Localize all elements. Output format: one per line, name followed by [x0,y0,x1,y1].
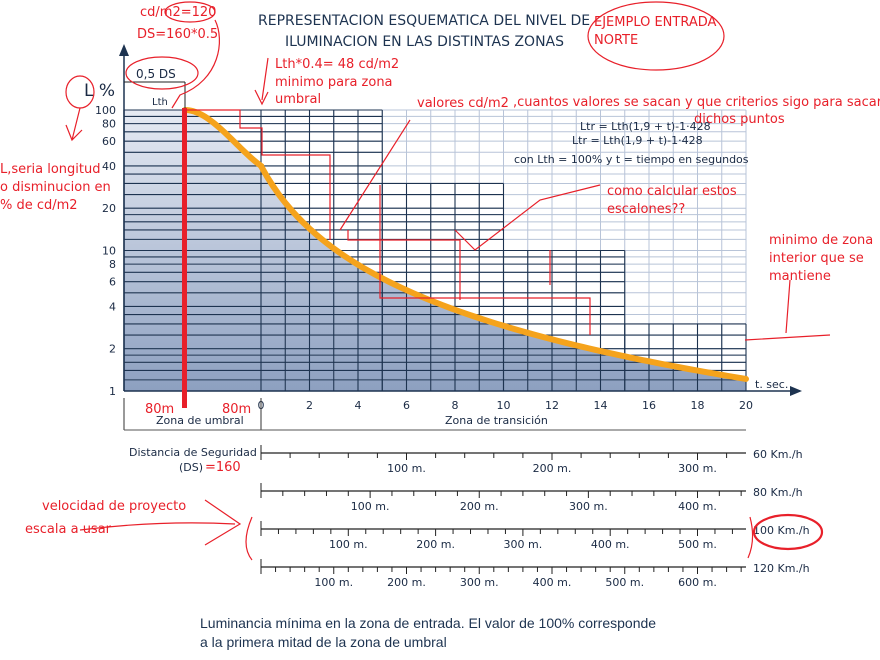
caption-line-2: a la primera mitad de la zona de umbral [200,634,447,650]
speed-scale-label: 300 m. [569,500,608,513]
x-tick-label: 4 [355,399,362,412]
y-tick-label: 4 [109,300,116,313]
x-tick-label: 2 [306,399,313,412]
formula-3: con Lth = 100% y t = tiempo en segundos [514,153,749,166]
y-tick-label: 1 [109,385,116,398]
chart-title-2: ILUMINACION EN LAS DISTINTAS ZONAS [285,34,564,50]
x-tick-label: 14 [594,399,608,412]
x-axis-label: t. sec. [755,378,788,391]
formula-1: Ltr = Lth(1,9 + t)-1·428 [580,120,711,133]
speed-scale-label: 200 m. [460,500,499,513]
annot-pregunta-2: dichos puntos [694,112,785,127]
y-tick-label: 20 [102,202,116,215]
zona-transicion-label: Zona de transición [445,414,548,427]
annot-min-1: minimo de zona [769,233,873,248]
annot-l-3: % de cd/m2 [0,198,78,213]
speed-scale-label: 400 m. [678,500,717,513]
y-tick-label: 2 [109,343,116,356]
speed-scale-label: 300 m. [504,538,543,551]
caption: Luminancia mínima en la zona de entrada.… [200,614,656,652]
x-tick-label: 20 [739,399,753,412]
annot-escalones-1: como calcular estos [607,184,737,199]
y-tick-label: 8 [109,258,116,271]
speed-label: 80 Km./h [753,486,803,499]
speed-scale-label: 600 m. [678,576,717,589]
annot-velocidad: velocidad de proyecto [42,499,186,514]
formula-2: Ltr = Lth(1,9 + t)-1·428 [572,134,703,147]
annot-min-2: interior que se [769,251,864,266]
lth-label: Lth [152,97,168,108]
speed-label: 100 Km./h [753,524,810,537]
annot-cd: cd/m2=120 [140,5,216,20]
speed-scale-label: 500 m. [678,538,717,551]
luminance-curve [182,107,749,382]
area-under-curve [124,110,746,391]
annot-l-1: L,seria longitud [0,162,100,177]
annot-pregunta-1: ,cuantos valores se sacan y que criterio… [513,95,880,110]
annot-80m-a: 80m [145,402,174,417]
x-tick-label: 8 [452,399,459,412]
speed-scale-label: 200 m. [416,538,455,551]
speed-scale-label: 300 m. [460,576,499,589]
annot-80m-b: 80m [222,402,251,417]
speed-scale-label: 100 m. [329,538,368,551]
speed-scale-label: 200 m. [387,576,426,589]
x-tick-label: 16 [642,399,656,412]
annot-ds-val: =160 [205,460,241,475]
y-tick-label: 40 [102,160,116,173]
y-tick-label: 100 [95,104,116,117]
speed-scale-label: 400 m. [591,538,630,551]
zona-umbral-label: Zona de umbral [156,414,244,427]
x-tick-label: 6 [403,399,410,412]
speed-scale-label: 100 m. [351,500,390,513]
x-tick-label: 18 [691,399,705,412]
distancia-label: Distancia de Seguridad [129,446,257,459]
y-tick-label: 6 [109,276,116,289]
speed-scale-label: 100 m. [314,576,353,589]
annotations: cd/m2=120 DS=160*0.5 EJEMPLO ENTRADA NOR… [0,1,880,561]
y-tick-label: 60 [102,135,116,148]
ds-label: (DS) [179,461,203,474]
y-tick-label: 80 [102,118,116,131]
annot-lth-3: umbral [275,92,321,107]
speed-label: 60 Km./h [753,448,803,461]
y-tick-label: 10 [102,245,116,258]
annot-lth-1: Lth*0.4= 48 cd/m2 [275,57,399,72]
x-tick-label: 10 [497,399,511,412]
speed-scale-label: 100 m. [387,462,426,475]
annot-min-3: mantiene [769,269,831,284]
half-ds-label: 0,5 DS [136,67,176,81]
speed-scale-label: 500 m. [605,576,644,589]
annot-escalones-2: escalones?? [607,202,685,217]
annot-ejemplo-2: NORTE [594,33,638,48]
annot-escala: escala a usar [25,522,112,537]
speed-label: 120 Km./h [753,562,810,575]
annot-ejemplo-1: EJEMPLO ENTRADA [594,15,717,30]
annot-ds-calc: DS=160*0.5 [137,27,218,42]
y-axis-arrow-icon [119,44,129,56]
y-axis-label: L % [84,81,115,101]
speed-scale-label: 200 m. [533,462,572,475]
caption-line-1: Luminancia mínima en la zona de entrada.… [200,615,657,631]
speed-scale-label: 400 m. [533,576,572,589]
chart-title-1: REPRESENTACION ESQUEMATICA DEL NIVEL DE [258,13,590,29]
x-axis-arrow-icon [790,386,802,396]
speed-scale-label: 300 m. [678,462,717,475]
annot-valores: valores cd/m2 [417,96,509,111]
x-tick-label: 12 [545,399,559,412]
annot-lth-2: minimo para zona [275,75,393,90]
annot-l-2: o disminucion en [0,180,111,195]
